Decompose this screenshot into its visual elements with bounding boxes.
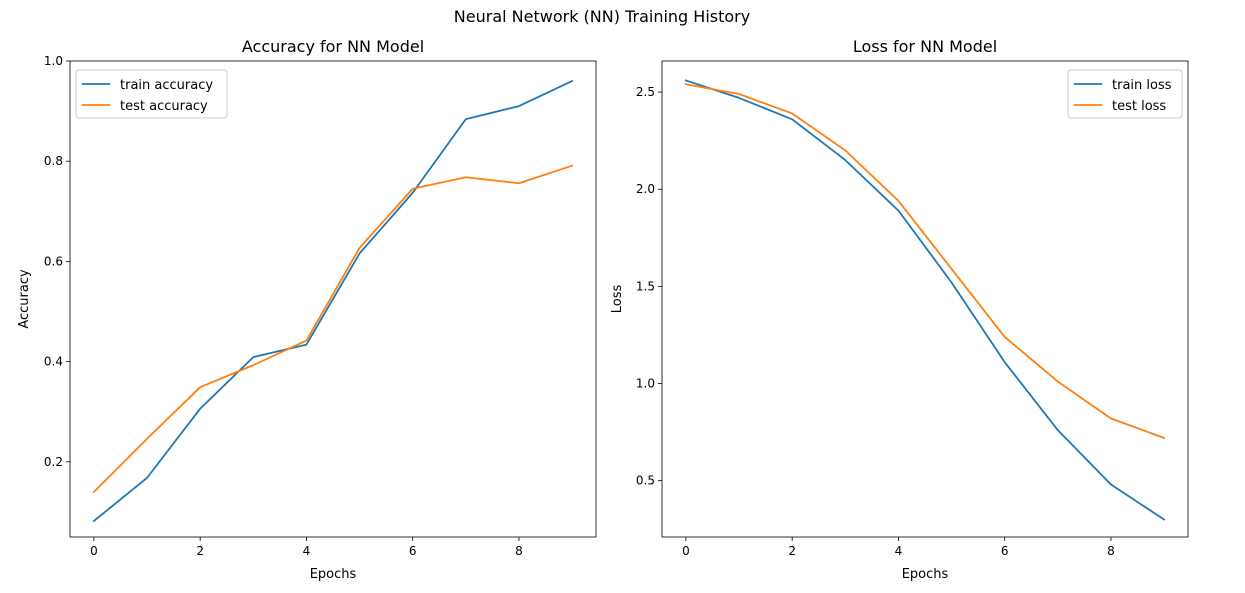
y-axis-label: Loss — [610, 285, 625, 314]
x-axis-label: Epochs — [310, 567, 357, 582]
x-tick-label: 4 — [303, 544, 311, 558]
legend-label: train accuracy — [120, 78, 213, 93]
chart-title: Loss for NN Model — [853, 37, 997, 56]
plot-frame — [661, 60, 1189, 538]
x-tick-label: 2 — [788, 544, 796, 558]
legend-box — [75, 69, 228, 119]
x-tick-label: 8 — [1107, 544, 1115, 558]
legend-label: test loss — [1112, 99, 1166, 114]
legend-label: train loss — [1112, 78, 1172, 93]
chart-1: Loss for NN Model 0 2 4 6 8 0.5 1.0 1.5 2.0 2.5 Epo… — [610, 37, 1189, 582]
y-tick-label: 1.0 — [636, 377, 655, 391]
y-tick-label: 0.2 — [44, 455, 63, 469]
y-tick-label: 0.8 — [44, 154, 63, 168]
chart-0: Accuracy for NN Model 0 2 4 6 8 0.2 0.4 0.6 0.8 1.… — [17, 37, 597, 582]
chart-title: Accuracy for NN Model — [242, 37, 424, 56]
x-axis-label: Epochs — [902, 567, 949, 582]
y-tick-label: 0.5 — [636, 474, 655, 488]
legend-label: test accuracy — [120, 99, 208, 114]
series-line-train-loss — [684, 79, 1166, 521]
y-tick-label: 2.0 — [636, 182, 655, 196]
x-tick-label: 0 — [90, 544, 98, 558]
series-line-train-accuracy — [92, 79, 574, 523]
legend: train loss test loss — [1067, 69, 1183, 119]
y-tick-label: 1.0 — [44, 54, 63, 68]
x-tick-label: 8 — [515, 544, 523, 558]
x-tick-label: 4 — [895, 544, 903, 558]
series-line-test-loss — [684, 83, 1166, 440]
figure-title: Neural Network (NN) Training History — [454, 7, 750, 26]
legend: train accuracy test accuracy — [75, 69, 228, 119]
x-tick-label: 6 — [409, 544, 417, 558]
legend-box — [1067, 69, 1183, 119]
series-line-test-accuracy — [92, 164, 574, 494]
x-tick-label: 2 — [196, 544, 204, 558]
y-tick-label: 0.6 — [44, 254, 63, 268]
x-tick-label: 6 — [1001, 544, 1009, 558]
x-tick-label: 0 — [682, 544, 690, 558]
y-tick-label: 1.5 — [636, 279, 655, 293]
charts-layer: Accuracy for NN Model 0 2 4 6 8 0.2 0.4 0.6 0.8 1.… — [17, 37, 1189, 582]
y-tick-label: 2.5 — [636, 85, 655, 99]
y-tick-label: 0.4 — [44, 355, 63, 369]
y-axis-label: Accuracy — [17, 269, 32, 329]
plot-frame — [69, 60, 597, 538]
